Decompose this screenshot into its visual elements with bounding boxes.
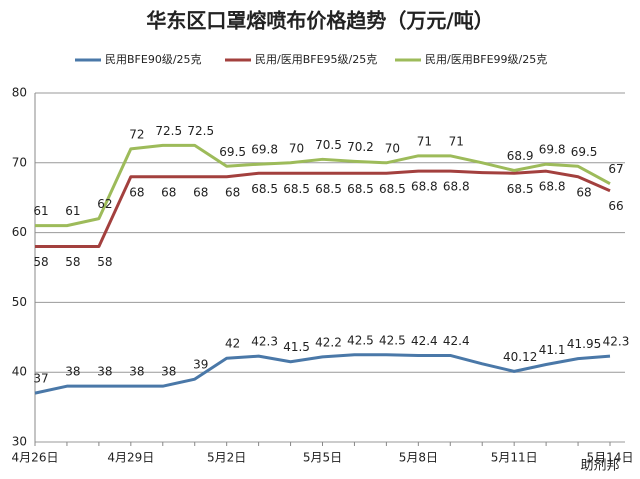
data-label: 70.2 — [347, 140, 374, 154]
data-label: 41.95 — [567, 337, 601, 351]
data-label: 42.4 — [443, 334, 470, 348]
data-label: 42.3 — [251, 335, 278, 349]
data-label: 66 — [608, 199, 623, 213]
data-label: 72 — [129, 127, 144, 141]
data-label: 38 — [65, 365, 80, 379]
data-label: 58 — [33, 255, 48, 269]
data-label: 68 — [576, 185, 591, 199]
data-label: 68.5 — [315, 182, 342, 196]
data-label: 42.4 — [411, 334, 438, 348]
data-label: 68.5 — [507, 182, 534, 196]
data-label: 69.5 — [219, 145, 246, 159]
data-label: 68.9 — [507, 149, 534, 163]
data-label: 71 — [417, 134, 432, 148]
data-label: 70.5 — [315, 138, 342, 152]
data-label: 72.5 — [187, 124, 214, 138]
data-label: 69.8 — [251, 143, 278, 157]
x-tick-label: 5月2日 — [207, 451, 246, 465]
data-label: 70 — [289, 141, 304, 155]
data-label: 42 — [225, 337, 240, 351]
data-label: 42.5 — [347, 333, 374, 347]
legend-label: 民用BFE90级/25克 — [105, 53, 202, 66]
y-tick-label: 40 — [12, 365, 27, 379]
y-tick-label: 60 — [12, 225, 27, 239]
data-label: 72.5 — [155, 124, 182, 138]
y-tick-label: 30 — [12, 435, 27, 449]
data-label: 62 — [97, 197, 112, 211]
legend-label: 民用/医用BFE99级/25克 — [425, 53, 547, 66]
x-tick-label: 4月26日 — [12, 451, 59, 465]
y-tick-label: 80 — [12, 86, 27, 100]
data-label: 38 — [129, 365, 144, 379]
series-line — [35, 143, 611, 228]
data-label: 68 — [161, 185, 176, 199]
data-label: 61 — [65, 204, 80, 218]
chart-title: 华东区口罩熔喷布价格趋势（万元/吨） — [146, 9, 493, 33]
series-line — [34, 353, 611, 395]
data-label: 58 — [65, 255, 80, 269]
data-label: 40.12 — [503, 350, 537, 364]
data-label: 68 — [129, 185, 144, 199]
x-tick-label: 5月8日 — [399, 451, 438, 465]
watermark: 助剂邦 — [580, 459, 619, 474]
data-label: 42.2 — [315, 335, 342, 349]
data-label: 68.8 — [443, 180, 470, 194]
data-label: 67 — [608, 162, 623, 176]
x-tick-label: 5月14日 — [587, 451, 634, 465]
data-label: 68.5 — [283, 182, 310, 196]
data-label: 42.3 — [603, 335, 630, 349]
data-label: 39 — [193, 358, 208, 372]
data-label: 68.5 — [379, 182, 406, 196]
data-label: 41.5 — [283, 340, 310, 354]
x-tick-label: 4月29日 — [107, 451, 154, 465]
x-tick-label: 5月11日 — [491, 451, 538, 465]
data-label: 41.1 — [539, 343, 566, 357]
x-tick-label: 5月5日 — [303, 451, 342, 465]
data-label: 69.8 — [539, 143, 566, 157]
data-label: 61 — [33, 204, 48, 218]
y-tick-label: 70 — [12, 155, 27, 169]
data-label: 69.5 — [571, 145, 598, 159]
data-label: 68.5 — [347, 182, 374, 196]
data-label: 68.8 — [411, 180, 438, 194]
data-label: 38 — [161, 365, 176, 379]
y-tick-label: 50 — [12, 295, 27, 309]
series-line — [35, 169, 611, 249]
data-label: 37 — [33, 372, 48, 386]
data-label: 42.5 — [379, 333, 406, 347]
legend-label: 民用/医用BFE95级/25克 — [255, 53, 377, 66]
data-label: 70 — [385, 141, 400, 155]
data-label: 71 — [449, 134, 464, 148]
data-label: 68 — [225, 185, 240, 199]
data-label: 68.8 — [539, 180, 566, 194]
data-label: 68.5 — [251, 182, 278, 196]
data-label: 58 — [97, 255, 112, 269]
data-label: 38 — [97, 365, 112, 379]
data-label: 68 — [193, 185, 208, 199]
